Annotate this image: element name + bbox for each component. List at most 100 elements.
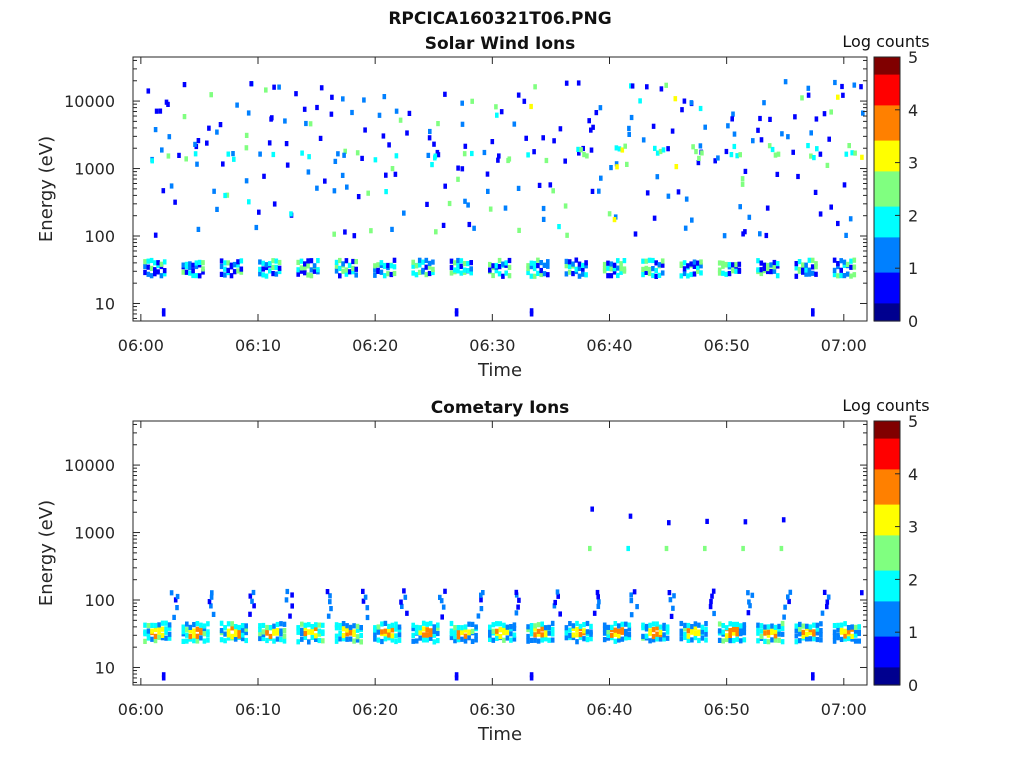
heatmap-cell: [844, 232, 848, 238]
heatmap-cell: [708, 604, 713, 610]
heatmap-cell: [223, 272, 227, 278]
colorbar-segment: [874, 74, 900, 80]
heatmap-cell: [387, 627, 391, 633]
heatmap-cell: [421, 626, 426, 632]
heatmap-cell: [732, 143, 737, 150]
heatmap-cell: [609, 273, 614, 279]
heatmap-cell: [303, 631, 308, 637]
heatmap-cell: [441, 604, 446, 610]
heatmap-cell: [330, 94, 334, 100]
panel-title-solar-wind: Solar Wind Ions: [425, 34, 576, 54]
heatmap-cell: [717, 637, 722, 643]
heatmap-cell: [363, 127, 367, 133]
colorbar-segment: [874, 517, 900, 523]
heatmap-cell: [304, 120, 308, 127]
heatmap-cell: [620, 621, 625, 627]
heatmap-cell: [612, 217, 617, 223]
heatmap-cell: [624, 621, 628, 627]
heatmap-cell: [296, 629, 300, 635]
heatmap-cell: [239, 258, 244, 264]
heatmap-cell: [648, 622, 652, 628]
heatmap-cell: [275, 636, 280, 642]
heatmap-cell: [418, 625, 422, 631]
heatmap-cell: [552, 603, 557, 609]
heatmap-cell: [727, 262, 732, 268]
heatmap-cell: [529, 675, 534, 681]
heatmap-cell: [853, 624, 858, 630]
heatmap-cell: [507, 257, 512, 264]
heatmap-cell: [574, 266, 579, 272]
heatmap-cell: [772, 264, 777, 270]
x-tick-label: 06:00: [118, 700, 164, 719]
colorbar-title-solar-wind: Log counts: [842, 32, 929, 51]
colorbar-segment: [874, 513, 900, 519]
heatmap-cell: [344, 271, 349, 277]
heatmap-cell: [850, 636, 854, 642]
heatmap-cell: [509, 631, 513, 637]
heatmap-cell: [717, 267, 722, 273]
heatmap-cell: [700, 629, 705, 635]
heatmap-cell: [845, 261, 850, 267]
heatmap-cell: [383, 628, 388, 634]
heatmap-cell: [411, 638, 415, 644]
heatmap-cell: [662, 622, 666, 628]
heatmap-cell: [766, 265, 770, 272]
heatmap-cell: [832, 272, 837, 278]
colorbar-segment: [874, 193, 900, 199]
colorbar-segment: [874, 491, 900, 497]
heatmap-cell: [402, 588, 406, 594]
colorbar-segment: [874, 526, 900, 532]
heatmap-cell: [185, 632, 189, 638]
heatmap-cell: [843, 636, 847, 642]
heatmap-cell: [312, 268, 317, 274]
heatmap-cell: [793, 114, 797, 120]
heatmap-cell: [801, 633, 806, 639]
heatmap-cell: [394, 626, 398, 632]
heatmap-cell: [805, 631, 809, 637]
heatmap-cell: [328, 593, 332, 599]
heatmap-cell: [289, 211, 293, 217]
heatmap-cell: [160, 626, 165, 632]
heatmap-cell: [806, 92, 811, 98]
heatmap-cell: [258, 259, 262, 265]
heatmap-cell: [223, 638, 227, 644]
heatmap-cell: [153, 633, 158, 639]
heatmap-cell: [664, 545, 669, 552]
heatmap-cell: [693, 630, 698, 636]
heatmap-cell: [192, 638, 196, 644]
heatmap-cell: [250, 598, 254, 604]
heatmap-cell: [674, 164, 679, 170]
heatmap-cell: [149, 273, 154, 279]
heatmap-cell: [709, 598, 713, 605]
heatmap-cell: [641, 272, 645, 278]
heatmap-cell: [439, 598, 444, 604]
heatmap-cell: [310, 634, 315, 640]
heatmap-cell: [775, 273, 780, 279]
heatmap-cell: [226, 632, 231, 638]
heatmap-cell: [704, 626, 708, 632]
heatmap-cell: [355, 627, 360, 633]
heatmap-cell: [244, 630, 248, 636]
heatmap-cell: [606, 632, 610, 638]
heatmap-cell: [425, 632, 429, 638]
heatmap-cell: [616, 272, 620, 279]
heatmap-cell: [460, 100, 464, 106]
heatmap-cell: [430, 162, 434, 168]
heatmap-cell: [812, 155, 816, 161]
heatmap-cell: [306, 169, 311, 175]
heatmap-cell: [449, 264, 454, 271]
heatmap-cell: [614, 145, 619, 151]
heatmap-cell: [300, 630, 304, 637]
colorbar-segment: [874, 211, 900, 216]
heatmap-cell: [589, 629, 593, 635]
heatmap-cell: [456, 634, 461, 640]
heatmap-cell: [810, 270, 815, 276]
heatmap-cell: [728, 632, 732, 638]
heatmap-cell: [341, 261, 345, 267]
heatmap-cell: [425, 201, 429, 207]
heatmap-cell: [564, 625, 569, 631]
heatmap-cell: [624, 635, 628, 641]
heatmap-cell: [261, 622, 266, 629]
heatmap-cell: [344, 258, 349, 264]
heatmap-cell: [233, 624, 238, 630]
